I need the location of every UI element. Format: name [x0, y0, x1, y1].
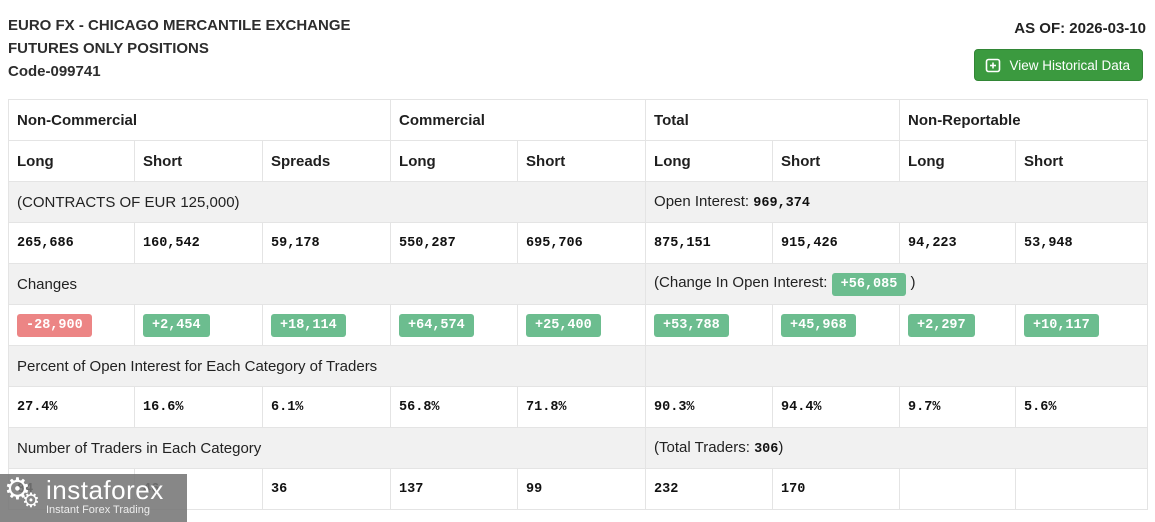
change-cell: -28,900	[8, 304, 135, 346]
report-header: EURO FX - CHICAGO MERCANTILE EXCHANGE FU…	[8, 14, 351, 83]
change-badge: -28,900	[17, 313, 92, 337]
change-in-open-interest-cell: (Change In Open Interest: +56,085 )	[645, 263, 1149, 305]
percent-value: 27.4%	[8, 386, 135, 428]
change-oi-badge: +56,085	[831, 272, 907, 296]
change-badge: +18,114	[271, 313, 346, 337]
change-badge: +64,574	[399, 313, 474, 337]
change-badge: +2,454	[143, 313, 210, 337]
group-header-non-commercial: Non-Commercial	[7, 99, 392, 141]
change-cell: +45,968	[772, 304, 901, 346]
contracts-band-row: (CONTRACTS OF EUR 125,000) Open Interest…	[7, 181, 1149, 223]
report-title: EURO FX - CHICAGO MERCANTILE EXCHANGE	[8, 17, 351, 34]
open-interest-value: 969,374	[753, 196, 810, 211]
percent-value: 9.7%	[899, 386, 1017, 428]
change-badge: +45,968	[781, 313, 856, 337]
open-interest-cell: Open Interest: 969,374	[645, 181, 1149, 223]
change-oi-suffix: )	[906, 273, 916, 291]
report-code: Code-099741	[8, 63, 101, 80]
col-header: Short	[1015, 140, 1149, 182]
traders-value	[899, 468, 1017, 510]
position-value: 265,686	[8, 222, 135, 264]
percent-row: 27.4% 16.6% 6.1% 56.8% 71.8% 90.3% 94.4%…	[8, 386, 1149, 428]
position-value: 875,151	[645, 222, 774, 264]
position-value: 94,223	[899, 222, 1017, 264]
change-cell: +10,117	[1015, 304, 1149, 346]
change-badge: +2,297	[908, 313, 975, 337]
watermark-brand: instaforex	[46, 475, 164, 505]
total-traders-value: 306	[754, 442, 779, 457]
traders-value: 99	[517, 468, 647, 510]
change-cell: +2,454	[134, 304, 263, 346]
position-value: 915,426	[772, 222, 901, 264]
gear-logo-icon: ⚙ ⚙	[4, 473, 40, 512]
instaforex-watermark: ⚙ ⚙ instaforex Instant Forex Trading	[0, 474, 187, 522]
group-header-row: Non-Commercial Commercial Total Non-Repo…	[7, 99, 1149, 141]
col-header: Spreads	[261, 140, 392, 182]
percent-band-row: Percent of Open Interest for Each Catego…	[7, 345, 1149, 387]
change-cell: +2,297	[899, 304, 1017, 346]
traders-value: 232	[645, 468, 774, 510]
traders-value: 137	[390, 468, 519, 510]
view-historical-data-label: View Historical Data	[1009, 57, 1130, 73]
col-header: Long	[390, 140, 519, 182]
change-cell: +18,114	[261, 304, 392, 346]
open-interest-label: Open Interest:	[654, 193, 754, 210]
traders-value	[1015, 468, 1149, 510]
column-header-row: Long Short Spreads Long Short Long Short…	[8, 140, 1149, 182]
percent-value: 16.6%	[134, 386, 263, 428]
traders-band-row: Number of Traders in Each Category (Tota…	[7, 427, 1149, 469]
percent-band-empty	[645, 345, 1149, 387]
percent-value: 71.8%	[517, 386, 647, 428]
calendar-plus-icon	[985, 57, 1001, 73]
traders-value: 170	[772, 468, 901, 510]
position-value: 160,542	[134, 222, 263, 264]
watermark-tagline: Instant Forex Trading	[46, 504, 150, 516]
contracts-label: (CONTRACTS OF EUR 125,000)	[7, 181, 647, 223]
cot-table: Non-Commercial Commercial Total Non-Repo…	[7, 99, 1149, 510]
col-header: Long	[8, 140, 135, 182]
position-value: 59,178	[261, 222, 392, 264]
change-badge: +53,788	[654, 313, 729, 337]
total-traders-prefix: (Total Traders:	[654, 439, 755, 456]
changes-row: -28,900 +2,454 +18,114 +64,574 +25,400 +…	[8, 304, 1149, 346]
col-header: Short	[517, 140, 647, 182]
view-historical-data-button[interactable]: View Historical Data	[974, 49, 1143, 81]
watermark-text: instaforex Instant Forex Trading	[46, 477, 164, 517]
percent-label: Percent of Open Interest for Each Catego…	[7, 345, 647, 387]
position-value: 550,287	[390, 222, 519, 264]
col-header: Short	[134, 140, 263, 182]
change-cell: +53,788	[645, 304, 774, 346]
change-oi-prefix: (Change In Open Interest:	[654, 273, 832, 291]
change-cell: +64,574	[390, 304, 519, 346]
percent-value: 94.4%	[772, 386, 901, 428]
positions-row: 265,686 160,542 59,178 550,287 695,706 8…	[8, 222, 1149, 264]
report-subtitle: FUTURES ONLY POSITIONS	[8, 40, 209, 57]
percent-value: 5.6%	[1015, 386, 1149, 428]
total-traders-suffix: )	[778, 439, 784, 456]
group-header-non-reportable: Non-Reportable	[899, 99, 1149, 141]
col-header: Long	[899, 140, 1017, 182]
change-cell: +25,400	[517, 304, 647, 346]
percent-value: 90.3%	[645, 386, 774, 428]
change-badge: +10,117	[1024, 313, 1099, 337]
position-value: 695,706	[517, 222, 647, 264]
changes-label: Changes	[7, 263, 647, 305]
group-header-commercial: Commercial	[390, 99, 647, 141]
percent-value: 6.1%	[261, 386, 392, 428]
as-of-date: AS OF: 2026-03-10	[1014, 20, 1146, 37]
col-header: Long	[645, 140, 774, 182]
position-value: 53,948	[1015, 222, 1149, 264]
traders-value: 36	[261, 468, 392, 510]
total-traders-cell: (Total Traders: 306)	[645, 427, 1149, 469]
percent-value: 56.8%	[390, 386, 519, 428]
changes-band-row: Changes (Change In Open Interest: +56,08…	[7, 263, 1149, 305]
col-header: Short	[772, 140, 901, 182]
group-header-total: Total	[645, 99, 901, 141]
change-badge: +25,400	[526, 313, 601, 337]
traders-label: Number of Traders in Each Category	[7, 427, 647, 469]
